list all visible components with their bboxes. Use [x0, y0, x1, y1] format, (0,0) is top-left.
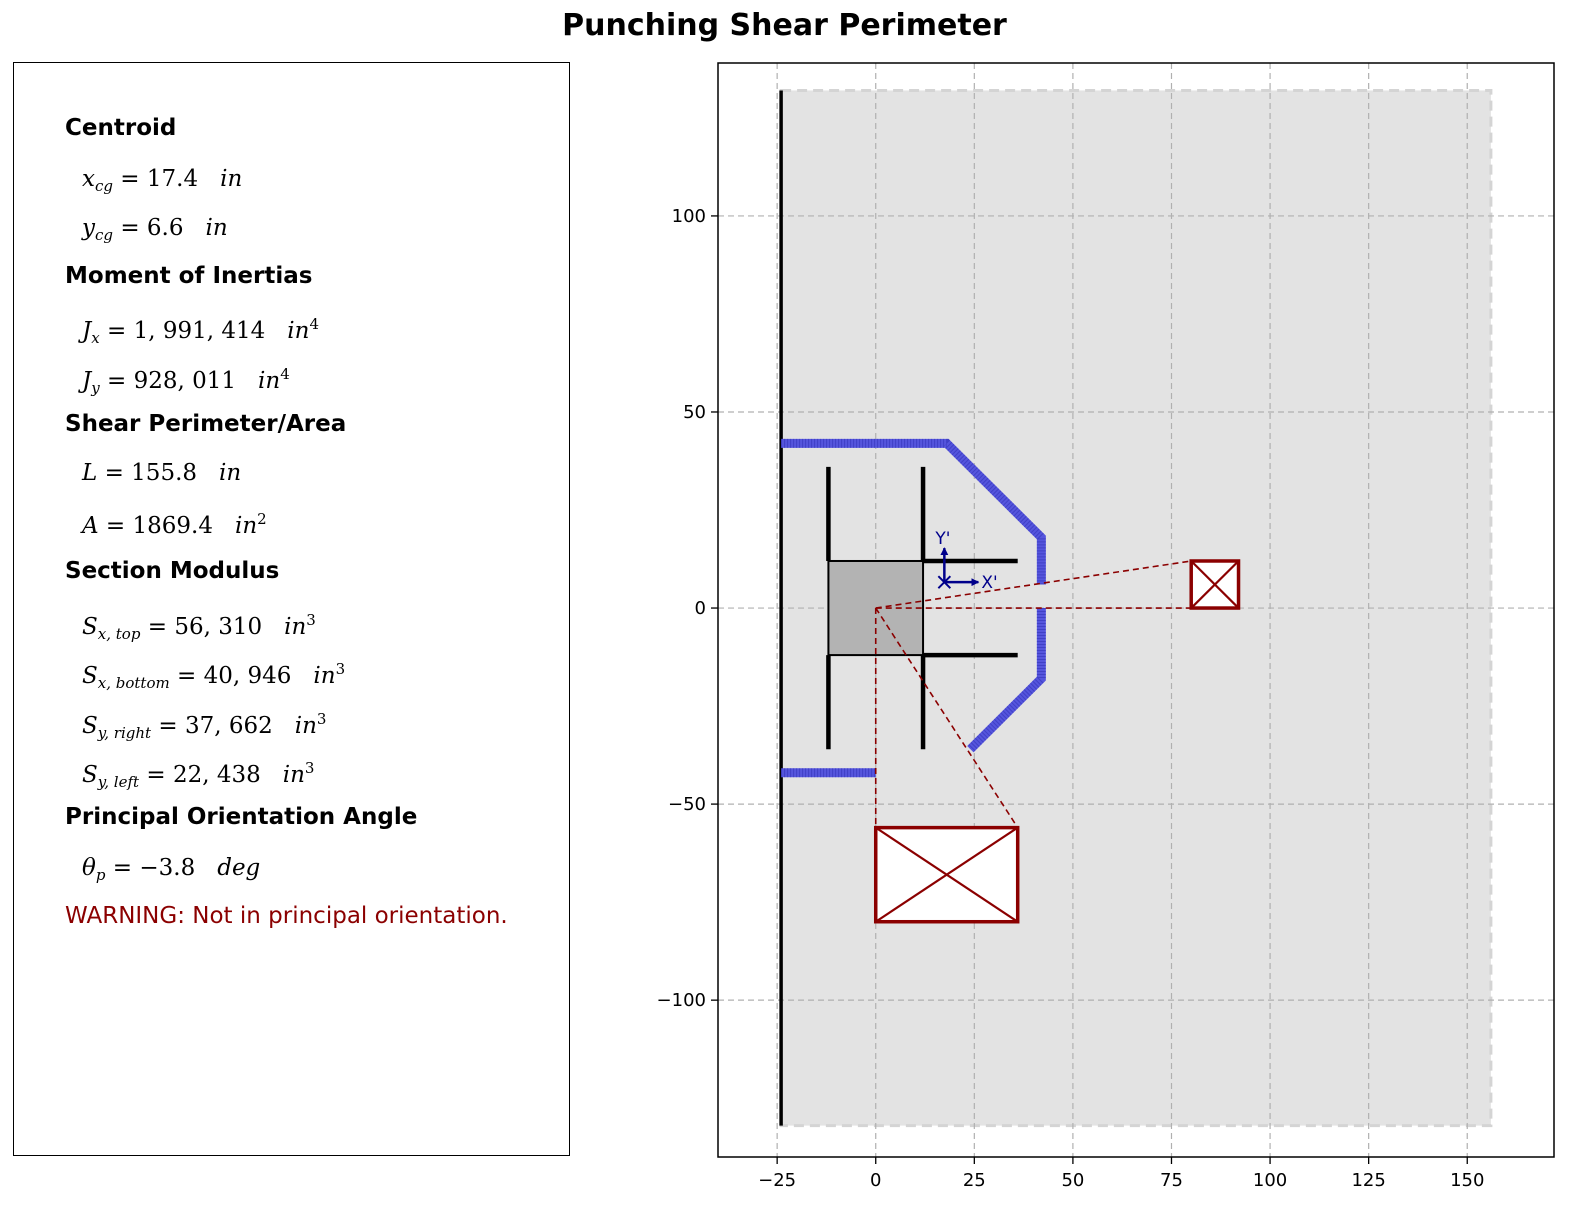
math-symbol: y — [82, 215, 95, 241]
math-unit: in — [294, 713, 317, 739]
y-tick-label: 50 — [683, 402, 706, 423]
math-subscript: x, top — [97, 625, 141, 643]
principal-heading: Principal Orientation Angle — [65, 804, 418, 830]
y-axis-label: Y' — [934, 529, 950, 549]
sx-top-value: Sx, top = 56, 310 in3 — [82, 611, 316, 643]
math-subscript: y — [91, 379, 100, 397]
perimeter-heading: Shear Perimeter/Area — [65, 411, 347, 437]
sy-right-value: Sy, right = 37, 662 in3 — [82, 710, 326, 742]
x-tick-label: 0 — [870, 1170, 881, 1191]
x-tick-label: 25 — [963, 1170, 986, 1191]
math-unit: in — [282, 762, 305, 788]
math-unit: deg — [217, 855, 261, 881]
jy-value: Jy = 928, 011 in4 — [82, 365, 290, 397]
math-symbol: S — [82, 663, 98, 689]
x-axis-label: X' — [981, 573, 997, 593]
math-symbol: J — [82, 318, 92, 344]
math-subscript: x, bottom — [97, 674, 170, 692]
x-tick-label: 75 — [1160, 1170, 1183, 1191]
x-tick-label: 50 — [1061, 1170, 1084, 1191]
math-symbol: x — [82, 166, 95, 192]
math-exponent: 3 — [304, 759, 315, 777]
math-exponent: 4 — [280, 365, 290, 383]
x-tick-label: 125 — [1351, 1170, 1385, 1191]
math-unit: in — [258, 368, 281, 394]
math-subscript: x — [91, 329, 100, 347]
math-exponent: 3 — [335, 660, 346, 678]
principal-warning: WARNING: Not in principal orientation. — [65, 903, 508, 929]
math-subscript: p — [95, 866, 106, 884]
y-tick-label: −50 — [668, 794, 706, 815]
ycg-value: ycg = 6.6 in — [82, 215, 228, 244]
math-exponent: 2 — [257, 510, 267, 528]
plot-content: X' Y' — [718, 63, 1554, 1157]
math-unit: in — [220, 166, 243, 192]
math-subscript: cg — [94, 177, 113, 195]
x-tick-label: 150 — [1450, 1170, 1484, 1191]
math-exponent: 4 — [309, 315, 319, 333]
zoom-box-large-diagonal — [875, 826, 1019, 923]
math-value: = 1, 991, 414 — [99, 318, 266, 344]
math-subscript: y, right — [97, 724, 152, 742]
properties-panel: Centroid xcg = 17.4 in ycg = 6.6 in Moment… — [13, 62, 570, 1156]
math-symbol: θ — [82, 855, 96, 881]
math-unit: in — [284, 614, 307, 640]
modulus-heading: Section Modulus — [65, 558, 280, 584]
centroid-heading: Centroid — [65, 115, 177, 141]
leader-line — [875, 560, 1192, 609]
math-symbol: S — [82, 762, 98, 788]
math-unit: in — [205, 215, 228, 241]
jx-value: Jx = 1, 991, 414 in4 — [82, 315, 319, 347]
axes-frame — [717, 62, 1555, 1158]
figure-title: Punching Shear Perimeter — [562, 8, 1007, 43]
math-unit: in — [287, 318, 310, 344]
math-value: = −3.8 — [105, 855, 196, 881]
math-symbol: S — [82, 614, 98, 640]
theta-value: θp = −3.8 deg — [82, 855, 260, 884]
y-tick-label: 100 — [672, 206, 706, 227]
math-value: = 6.6 — [113, 215, 184, 241]
math-unit: in — [235, 513, 258, 539]
y-tick-label: 0 — [695, 598, 706, 619]
math-value: = 56, 310 — [140, 614, 263, 640]
math-unit: in — [219, 460, 242, 486]
perimeter-segment — [781, 438, 1046, 585]
centroid-marker — [937, 575, 952, 589]
math-value: = 1869.4 — [98, 513, 213, 539]
perimeter-length-value: L = 155.8 in — [82, 460, 241, 486]
math-exponent: 3 — [306, 611, 316, 629]
sy-left-value: Sy, left = 22, 438 in3 — [82, 759, 314, 791]
leader-line — [875, 607, 1019, 829]
math-value: = 37, 662 — [151, 713, 273, 739]
math-value: = 22, 438 — [139, 762, 261, 788]
math-subscript: y, left — [97, 773, 140, 791]
math-symbol: J — [82, 368, 92, 394]
zoom-box-small-diagonal — [1190, 560, 1240, 609]
shear-area-value: A = 1869.4 in2 — [82, 510, 267, 539]
math-symbol: L — [82, 460, 98, 486]
y-tick-label: −100 — [657, 990, 706, 1011]
math-exponent: 3 — [316, 710, 327, 728]
math-symbol: A — [82, 513, 99, 539]
math-value: = 155.8 — [97, 460, 198, 486]
sx-bottom-value: Sx, bottom = 40, 946 in3 — [82, 660, 345, 692]
math-value: = 928, 011 — [99, 368, 237, 394]
x-tick-label: −25 — [758, 1170, 796, 1191]
math-value: = 40, 946 — [169, 663, 292, 689]
math-subscript: cg — [95, 226, 114, 244]
xcg-value: xcg = 17.4 in — [82, 166, 242, 195]
x-tick-label: 100 — [1253, 1170, 1287, 1191]
math-symbol: S — [82, 713, 98, 739]
math-unit: in — [313, 663, 336, 689]
math-value: = 17.4 — [113, 166, 199, 192]
perimeter-segment — [967, 608, 1046, 753]
inertia-heading: Moment of Inertias — [65, 263, 313, 289]
